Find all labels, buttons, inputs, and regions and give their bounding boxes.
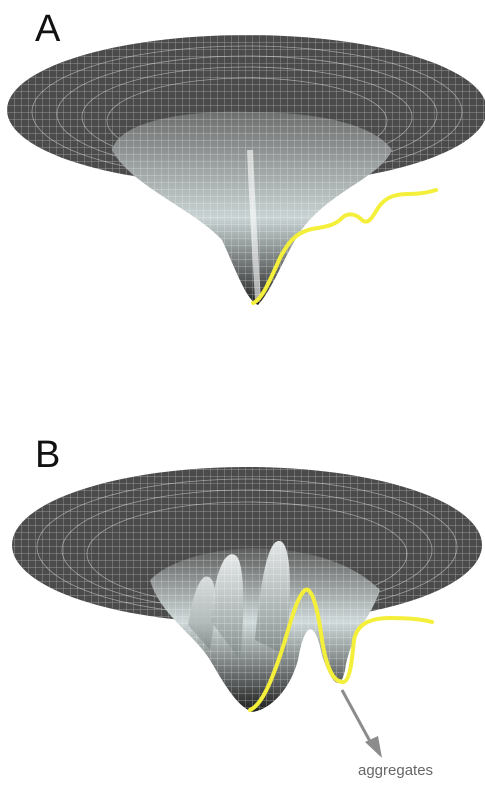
funnel-b-profile-highlight bbox=[248, 587, 434, 712]
funnel-b-peak-3 bbox=[188, 576, 216, 650]
funnel-surface-b bbox=[12, 467, 482, 758]
aggregates-arrow bbox=[340, 689, 382, 758]
aggregates-label: aggregates bbox=[358, 762, 434, 779]
panel-a-label: A bbox=[35, 8, 61, 50]
panel-b-label: B bbox=[35, 434, 61, 476]
funnel-a-profile-highlight bbox=[251, 188, 438, 305]
funnel-surface-a bbox=[7, 35, 485, 305]
